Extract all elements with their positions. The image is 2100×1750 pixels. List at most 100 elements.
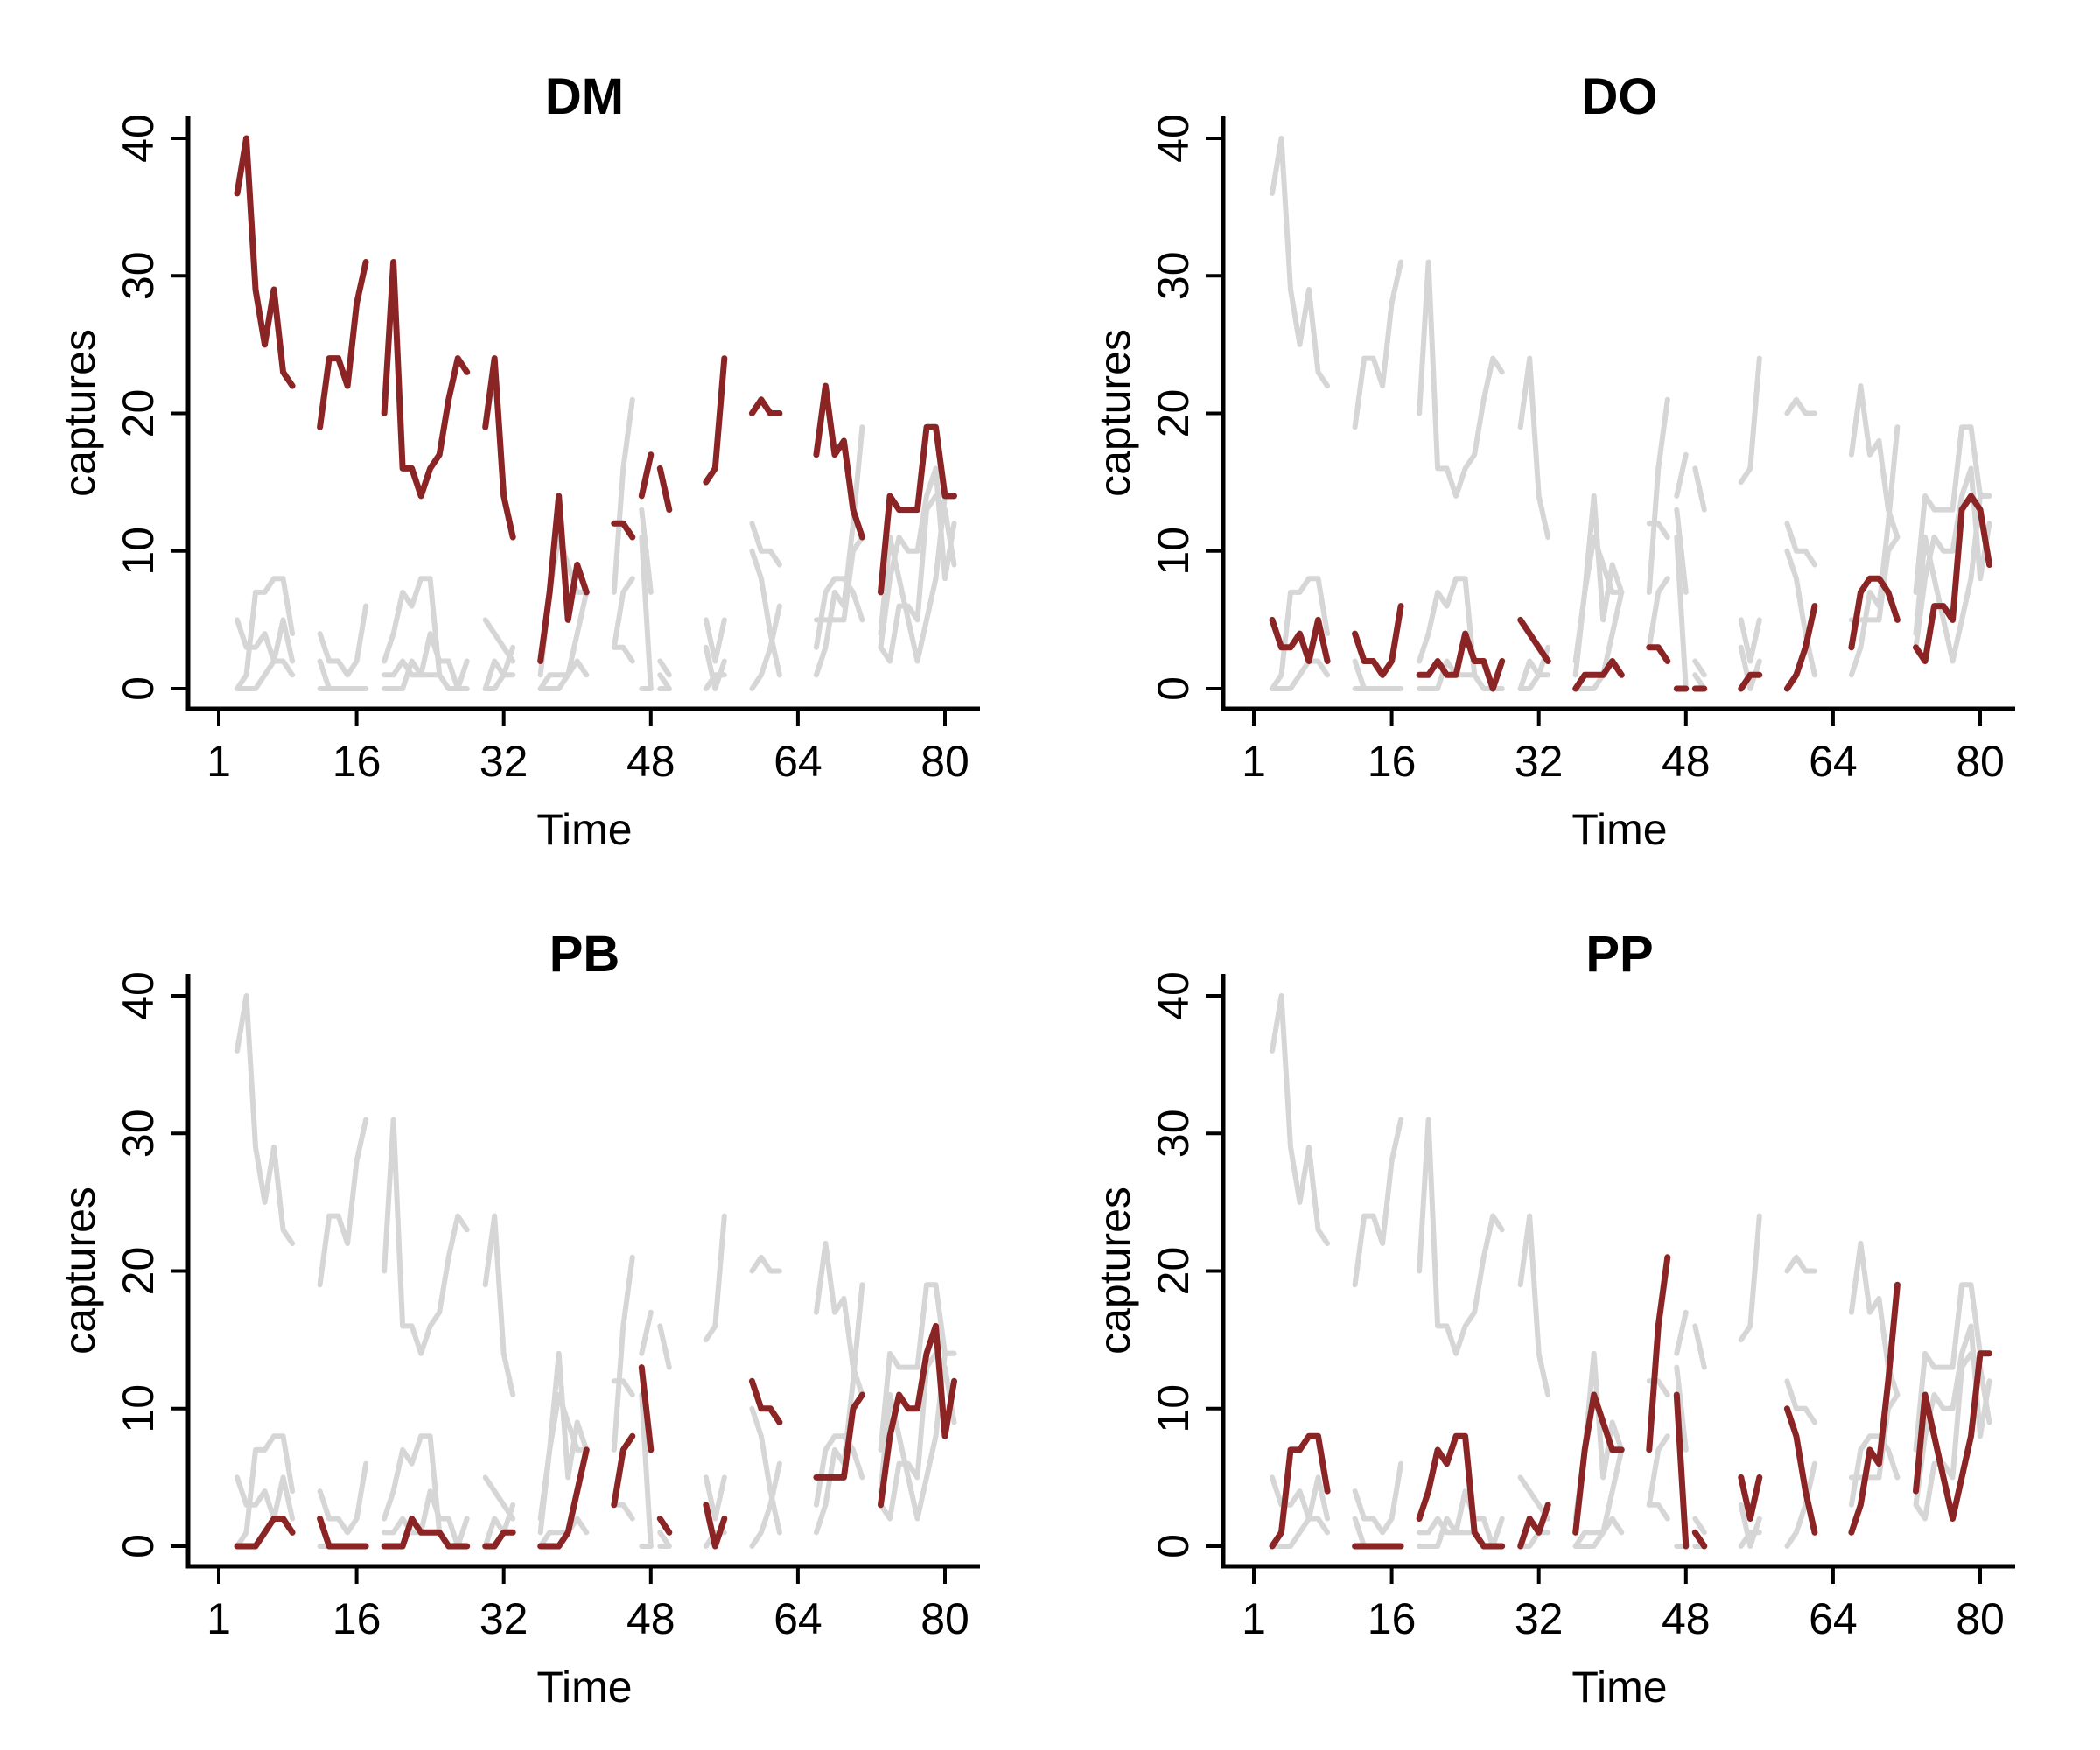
x-tick-label: 80 [920,737,970,786]
y-tick-label: 30 [114,251,163,300]
x-tick-label: 32 [480,737,528,786]
y-tick-label: 40 [114,971,163,1020]
series-pp-segment [1913,1350,1992,1522]
series-dm-segment [878,1282,957,1452]
series-do-segment [749,1460,782,1549]
series-dm-segment [813,382,865,541]
series-pp-segment [537,1392,590,1536]
y-tick-label: 30 [1149,251,1198,300]
x-tick-label: 16 [1368,737,1417,786]
y-tick-label: 30 [1149,1109,1198,1158]
series-pb-segment [749,521,782,568]
panel-title: DM [545,68,624,125]
x-tick-label: 80 [1956,737,2005,786]
series-dm-segment [1270,136,1331,389]
series-dm-segment [234,135,296,389]
series-pb-segment [611,1432,636,1508]
series-pb-segment [1517,1530,1551,1549]
ticks: 1 16 32 48 64 80 0 10 20 30 40 [114,971,970,1643]
series-pb-segment [1572,1446,1625,1549]
y-tick-label: 40 [114,114,163,163]
series-pp-segment [1848,424,1900,678]
series-pp-segment [703,1474,727,1522]
y-axis-label: captures [55,1186,104,1354]
series-pp-segment [1783,1405,1818,1536]
series-dm-segment [1517,1213,1551,1397]
series-do-segment [1848,1433,1900,1508]
series-pp-segment [1517,1502,1551,1550]
panel-title: PP [1586,926,1653,983]
x-tick-label: 1 [206,737,231,786]
series-dm-segment [381,259,471,500]
series-pp-segment [1738,617,1762,664]
x-axis-label: Time [1572,1662,1667,1712]
series-pp-segment [1572,1391,1625,1536]
series-dm-segment [1674,1309,1689,1356]
y-axis [1221,116,2015,711]
x-tick-label: 16 [332,1594,382,1643]
series-pb-segment [1738,644,1762,691]
series-pp-segment [1913,493,1992,664]
series-dm-segment [1674,452,1689,499]
series-do-segment [1352,603,1404,678]
series-do-segment [749,603,782,691]
x-tick-label: 80 [920,1594,970,1643]
series-pp-segment [749,1405,782,1536]
series-pp-segment [482,1502,516,1549]
series-do-segment [1517,616,1551,664]
series-do-segment [611,1502,635,1522]
series-pb-segment [1738,1502,1762,1549]
series-pp-segment [1691,1529,1708,1550]
series-do-segment [1572,658,1625,692]
y-axis [186,116,980,711]
series-do-segment [317,1460,369,1536]
series-pp-segment [1738,1474,1763,1522]
y-tick-label: 10 [1149,1384,1198,1433]
series-pb-segment [317,1516,369,1550]
series-pp-segment [639,1392,654,1549]
series-pp-segment [1673,1391,1690,1550]
series-do-segment [1646,1502,1670,1522]
series-do-segment [234,617,296,664]
series-do-segment [1913,493,1992,664]
y-tick-label: 10 [114,527,163,576]
y-tick-label: 0 [1149,1534,1198,1558]
series-dm-segment [656,465,673,514]
x-axis-label: Time [536,1662,632,1712]
series-do-segment [1352,1460,1404,1536]
series-pp-segment [1416,1432,1506,1550]
y-axis-label: captures [1090,329,1139,497]
series-pp-segment [878,493,957,664]
series-pb-segment [1848,1392,1900,1480]
y-axis [1221,974,2015,1569]
x-tick-label: 32 [1515,737,1564,786]
series-layer [234,135,957,691]
series-do-segment [1572,1516,1625,1549]
series-dm-segment [1417,259,1505,499]
series-dm-segment [234,993,296,1246]
series-layer [234,993,957,1550]
y-tick-label: 0 [1149,676,1198,701]
series-pb-segment [482,672,516,691]
series-dm-segment [1352,1116,1404,1288]
series-dm-segment [1913,1282,1992,1452]
series-pb-segment [657,658,672,678]
series-do-segment [611,644,635,664]
series-pb-segment [638,1364,654,1453]
series-do-segment [234,1474,296,1522]
series-pb-segment [878,1322,957,1508]
series-do-segment [382,631,470,691]
series-pp-segment [482,644,516,691]
series-dm-segment [657,1323,672,1370]
series-pp-segment [639,535,654,691]
series-dm-segment [1784,396,1817,416]
series-pp-segment [749,548,782,678]
series-pb-segment [234,1516,296,1550]
series-dm-segment [639,1309,654,1356]
series-pb-segment [813,1391,865,1480]
series-dm-segment [482,355,516,541]
series-pb-segment [537,589,590,691]
series-layer [1269,993,1992,1550]
x-axis-label: Time [536,805,632,854]
x-tick-label: 16 [1368,1594,1417,1643]
